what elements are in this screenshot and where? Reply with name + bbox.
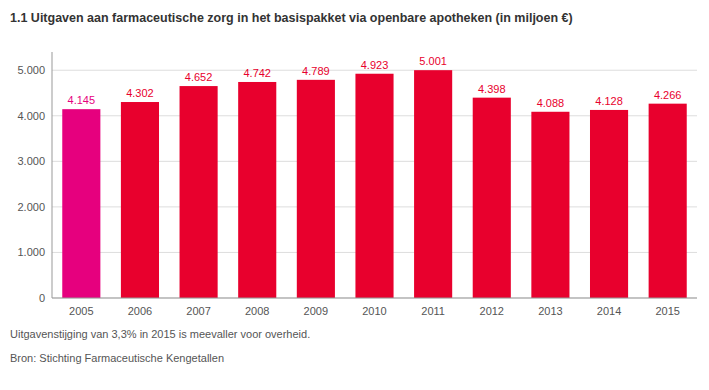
y-axis-line [52, 52, 53, 298]
chart-container: 1.1 Uitgaven aan farmaceutische zorg in … [0, 0, 709, 390]
x-tick-label: 2009 [304, 305, 328, 317]
x-tick-label: 2014 [597, 305, 621, 317]
x-tick-label: 2006 [128, 305, 152, 317]
data-label: 4.302 [126, 87, 154, 99]
x-tick-label: 2010 [362, 305, 386, 317]
annotation: Uitgavenstijging van 3,3% in 2015 is mee… [10, 328, 310, 340]
bar [62, 109, 100, 298]
annotation: Bron: Stichting Farmaceutische Kengetall… [10, 352, 224, 364]
title: 1.1 Uitgaven aan farmaceutische zorg in … [10, 11, 573, 25]
data-label: 4.145 [68, 94, 96, 106]
annotations: Uitgavenstijging van 3,3% in 2015 is mee… [10, 328, 310, 364]
x-tick-label: 2012 [480, 305, 504, 317]
bar [180, 86, 218, 298]
grid-line [52, 298, 697, 299]
bar [238, 82, 276, 298]
bar [531, 112, 569, 298]
data-labels: 4.145 4.302 4.652 4.742 4.789 4.923 5.001 4.398… [68, 55, 682, 109]
data-label: 4.088 [537, 97, 565, 109]
y-axis: 0 1.000 2.000 3.000 4.000 5.000 [17, 52, 52, 304]
bar [649, 104, 687, 298]
bar [355, 74, 393, 298]
data-label: 5.001 [419, 55, 447, 67]
x-tick-label: 2013 [538, 305, 562, 317]
chart-svg: 1.1 Uitgaven aan farmaceutische zorg in … [0, 0, 709, 390]
x-tick-label: 2005 [69, 305, 93, 317]
grid [52, 70, 697, 298]
data-label: 4.652 [185, 71, 213, 83]
x-tick-label: 2007 [186, 305, 210, 317]
bar [590, 110, 628, 298]
x-axis: 2005 2006 2007 2008 2009 2010 2011 2012 2013 2014… [52, 298, 697, 317]
bar [414, 70, 452, 298]
y-tick-label: 5.000 [17, 64, 45, 76]
data-label: 4.742 [243, 67, 271, 79]
x-tick-label: 2015 [655, 305, 679, 317]
y-tick-label: 4.000 [17, 110, 45, 122]
data-label: 4.398 [478, 83, 506, 95]
y-tick-label: 3.000 [17, 155, 45, 167]
data-label: 4.266 [654, 89, 682, 101]
x-axis-line [52, 298, 697, 299]
bars [62, 70, 686, 298]
y-tick-label: 1.000 [17, 246, 45, 258]
bar [297, 80, 335, 298]
data-label: 4.789 [302, 65, 330, 77]
x-tick-label: 2008 [245, 305, 269, 317]
y-tick-label: 2.000 [17, 201, 45, 213]
data-label: 4.923 [361, 59, 389, 71]
bar [473, 98, 511, 298]
data-label: 4.128 [595, 95, 623, 107]
x-tick-label: 2011 [421, 305, 445, 317]
y-tick-label: 0 [39, 292, 45, 304]
bar [121, 102, 159, 298]
